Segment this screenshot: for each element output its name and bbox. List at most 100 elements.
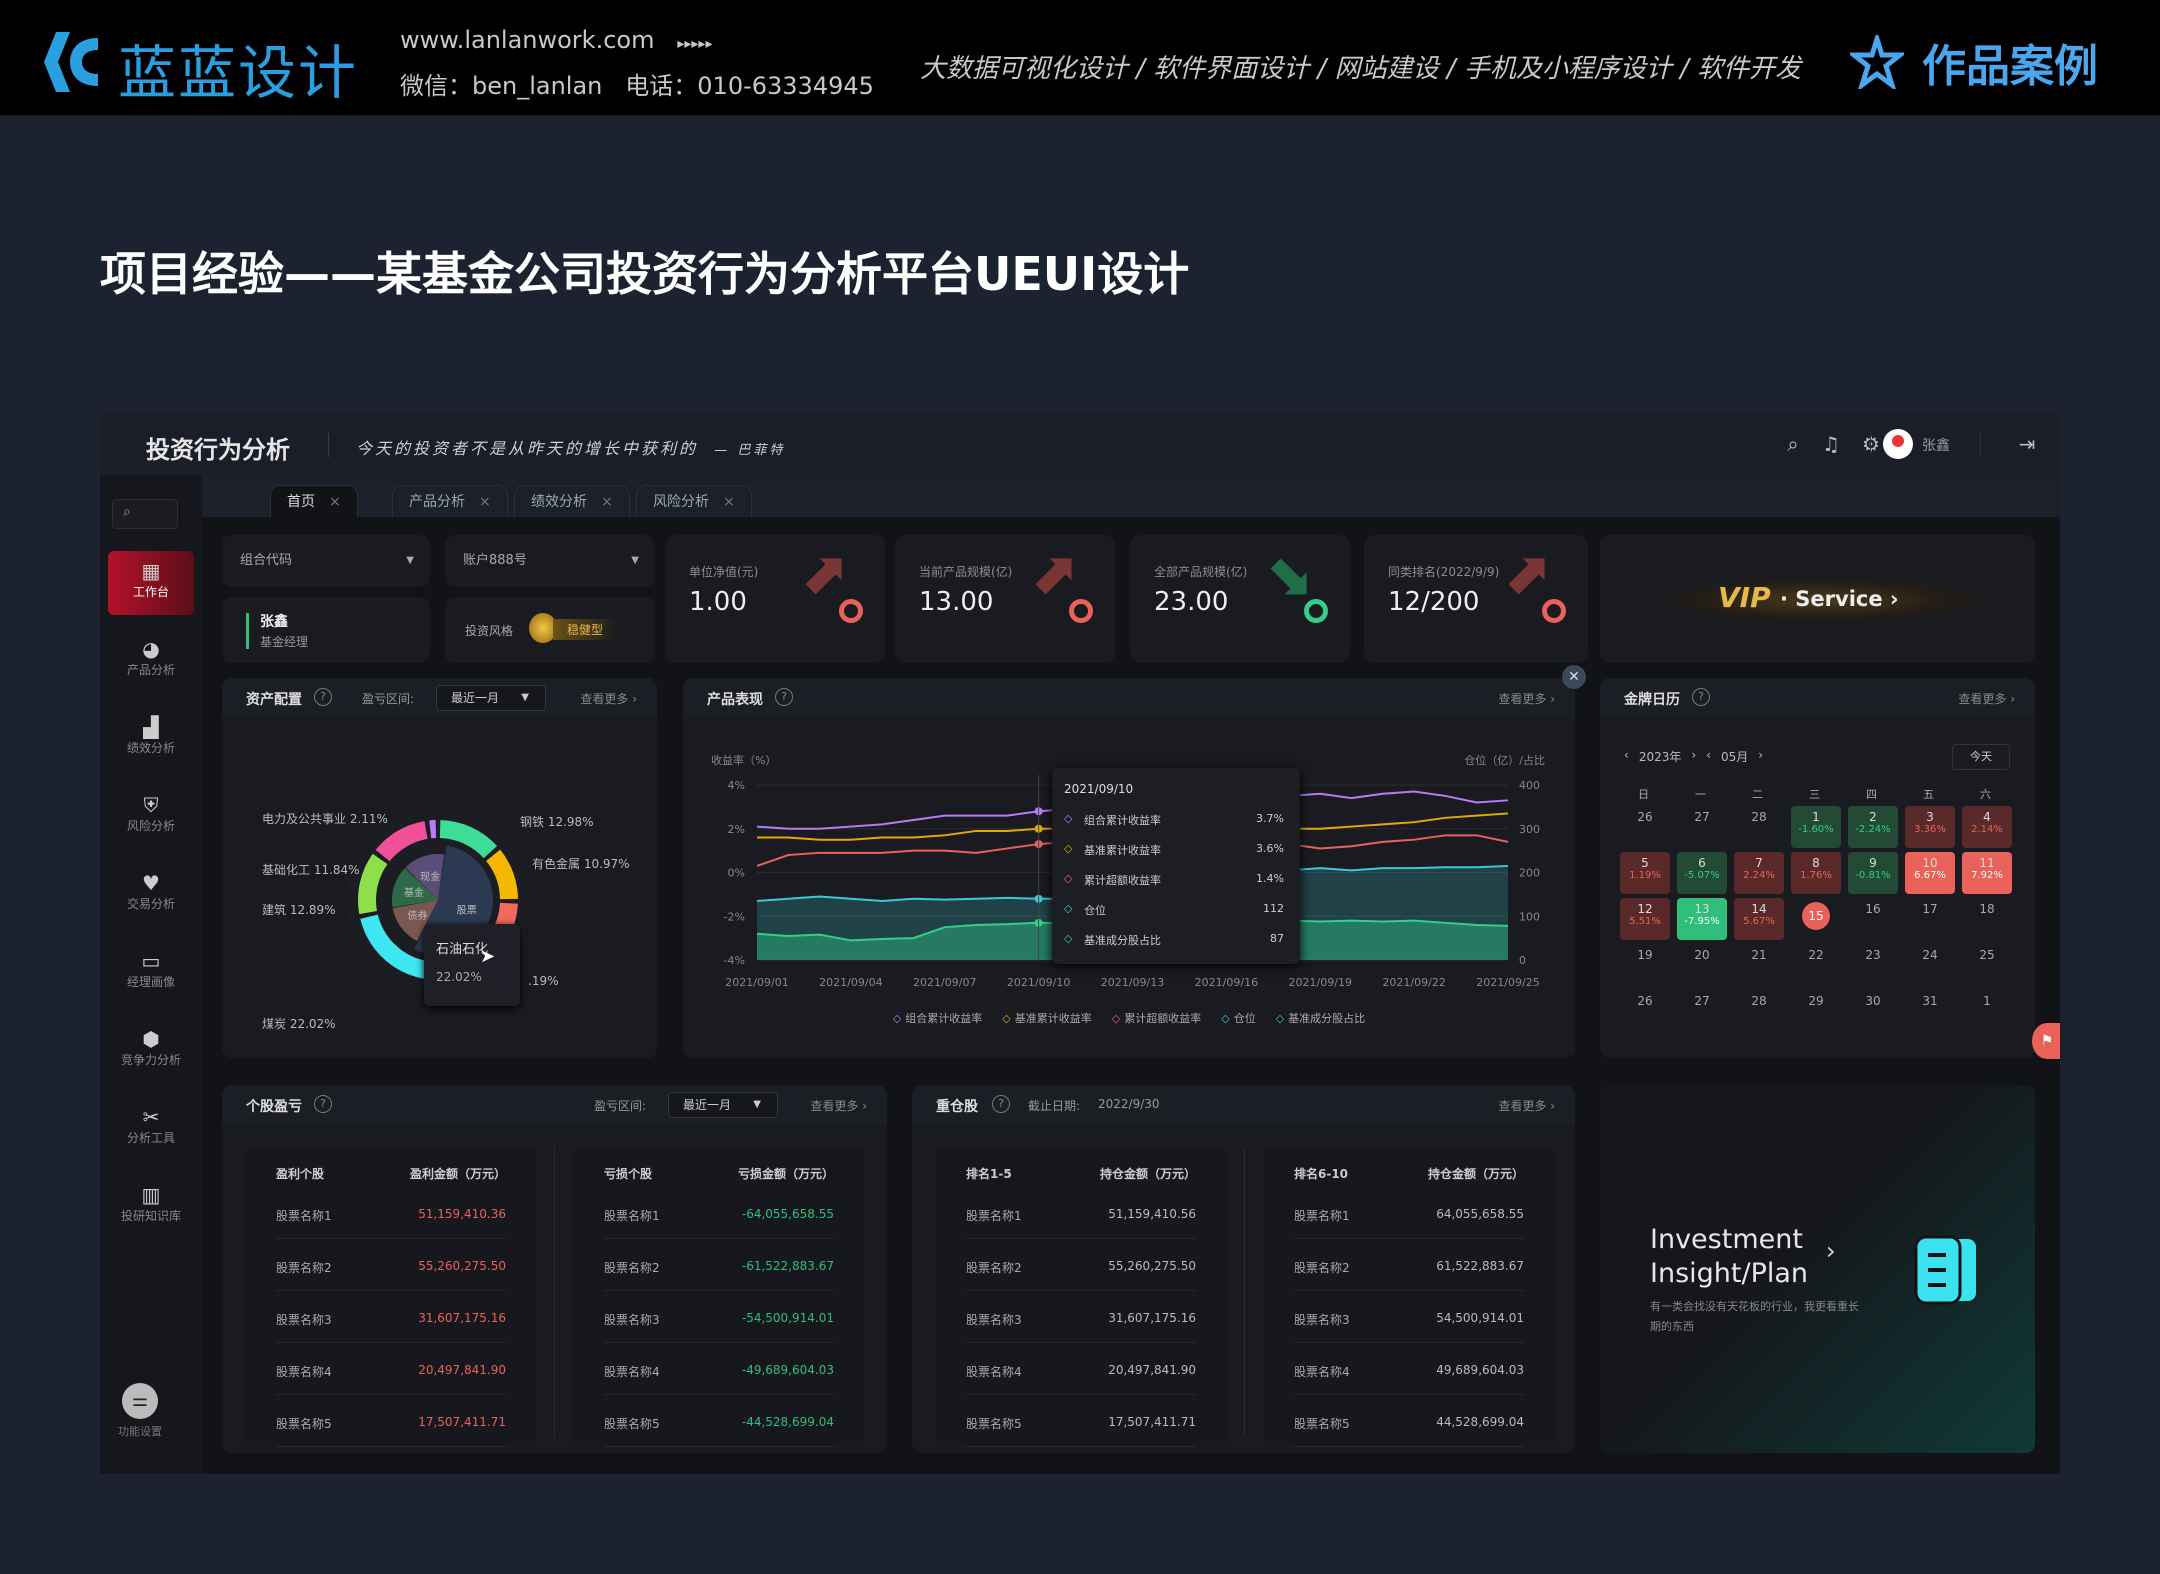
vip-card[interactable]: VIP · Service › bbox=[1600, 535, 2035, 663]
table-row[interactable]: 股票名称3 31,607,175.16 bbox=[276, 1293, 506, 1343]
view-more-link[interactable]: 查看更多 › bbox=[1958, 692, 2015, 706]
help-icon[interactable]: ? bbox=[992, 1095, 1010, 1113]
today-button[interactable]: 今天 bbox=[1952, 744, 2010, 770]
tab[interactable]: 绩效分析 × bbox=[514, 485, 630, 517]
table-row[interactable]: 股票名称5 17,507,411.71 bbox=[966, 1397, 1196, 1447]
calendar-day[interactable]: 18 bbox=[1962, 898, 2012, 940]
table-row[interactable]: 股票名称4 20,497,841.90 bbox=[276, 1345, 506, 1395]
vip-service-link[interactable]: · Service › bbox=[1780, 587, 1899, 611]
calendar-day[interactable]: 20 bbox=[1677, 944, 1727, 986]
calendar-day[interactable]: 30 bbox=[1848, 990, 1898, 1032]
next-year-icon[interactable]: › bbox=[1691, 748, 1697, 762]
calendar-day[interactable]: 4 2.14% bbox=[1962, 806, 2012, 848]
sidebar-item[interactable]: ⛨ 风险分析 bbox=[108, 785, 194, 849]
view-more-link[interactable]: 查看更多 › bbox=[810, 1099, 867, 1113]
table-row[interactable]: 股票名称3 31,607,175.16 bbox=[966, 1293, 1196, 1343]
table-row[interactable]: 股票名称4 20,497,841.90 bbox=[966, 1345, 1196, 1395]
calendar-day[interactable]: 25 bbox=[1962, 944, 2012, 986]
sidebar-item[interactable]: ⬢ 竞争力分析 bbox=[108, 1019, 194, 1083]
table-row[interactable]: 股票名称3 -54,500,914.01 bbox=[604, 1293, 834, 1343]
settings-toggle-icon[interactable]: ⚌ bbox=[122, 1383, 158, 1419]
table-row[interactable]: 股票名称1 51,159,410.36 bbox=[276, 1189, 506, 1239]
view-more-link[interactable]: 查看更多 › bbox=[1498, 1099, 1555, 1113]
help-icon[interactable]: ? bbox=[1692, 688, 1710, 706]
calendar-day[interactable]: 29 bbox=[1791, 990, 1841, 1032]
calendar-day[interactable]: 16 bbox=[1848, 898, 1898, 940]
calendar-day[interactable]: 12 5.51% bbox=[1620, 898, 1670, 940]
bell-icon[interactable]: ♫ bbox=[1822, 432, 1840, 456]
calendar-day[interactable]: 9 -0.81% bbox=[1848, 852, 1898, 894]
legend-item[interactable]: ◇ 基准累计收益率 bbox=[1002, 1012, 1091, 1025]
close-tab-icon[interactable]: × bbox=[723, 494, 735, 510]
table-row[interactable]: 股票名称5 44,528,699.04 bbox=[1294, 1397, 1524, 1447]
calendar-day[interactable]: 7 2.24% bbox=[1734, 852, 1784, 894]
chevron-right-icon[interactable]: › bbox=[1826, 1237, 1836, 1265]
legend-item[interactable]: ◇ 累计超额收益率 bbox=[1112, 1012, 1201, 1025]
sidebar-item[interactable]: ▥ 投研知识库 bbox=[108, 1175, 194, 1239]
range-dropdown[interactable]: 最近一月 ▼ bbox=[668, 1092, 778, 1118]
insight-card[interactable]: Investment Insight/Plan › 有一类会找没有天花板的行业，我… bbox=[1600, 1085, 2035, 1453]
close-tab-icon[interactable]: × bbox=[479, 494, 491, 510]
logout-icon[interactable]: ⇥ bbox=[2018, 432, 2036, 456]
help-icon[interactable]: ? bbox=[314, 688, 332, 706]
table-row[interactable]: 股票名称2 61,522,883.67 bbox=[1294, 1241, 1524, 1291]
search-icon[interactable]: ⌕ bbox=[1787, 432, 1799, 456]
calendar-day[interactable]: 1 bbox=[1962, 990, 2012, 1032]
help-icon[interactable]: ? bbox=[775, 688, 793, 706]
table-row[interactable]: 股票名称4 49,689,604.03 bbox=[1294, 1345, 1524, 1395]
account-select[interactable]: 账户888号 ▼ bbox=[445, 535, 655, 587]
calendar-day[interactable]: 27 bbox=[1677, 806, 1727, 848]
calendar-day[interactable]: 28 bbox=[1734, 806, 1784, 848]
sidebar-item[interactable]: ▭ 经理画像 bbox=[108, 941, 194, 1005]
portfolio-select[interactable]: 组合代码 ▼ bbox=[222, 535, 430, 587]
sidebar-item[interactable]: ▦ 工作台 bbox=[108, 551, 194, 615]
calendar-day[interactable]: 1 -1.60% bbox=[1791, 806, 1841, 848]
calendar-day[interactable]: 11 7.92% bbox=[1962, 852, 2012, 894]
calendar-day[interactable]: 27 bbox=[1677, 990, 1727, 1032]
calendar-day[interactable]: 15 bbox=[1791, 898, 1841, 940]
table-row[interactable]: 股票名称4 -49,689,604.03 bbox=[604, 1345, 834, 1395]
table-row[interactable]: 股票名称2 -61,522,883.67 bbox=[604, 1241, 834, 1291]
next-month-icon[interactable]: › bbox=[1758, 748, 1764, 762]
calendar-day[interactable]: 26 bbox=[1620, 990, 1670, 1032]
sidebar-item[interactable]: ▟ 绩效分析 bbox=[108, 707, 194, 771]
tab[interactable]: 首页 × bbox=[270, 485, 358, 517]
table-row[interactable]: 股票名称2 55,260,275.50 bbox=[966, 1241, 1196, 1291]
tab[interactable]: 产品分析 × bbox=[392, 485, 508, 517]
table-row[interactable]: 股票名称1 51,159,410.56 bbox=[966, 1189, 1196, 1239]
close-tab-icon[interactable]: × bbox=[601, 494, 613, 510]
prev-month-icon[interactable]: ‹ bbox=[1706, 748, 1711, 762]
calendar-day[interactable]: 10 6.67% bbox=[1905, 852, 1955, 894]
calendar-day[interactable]: 26 bbox=[1620, 806, 1670, 848]
range-dropdown[interactable]: 最近一月 ▼ bbox=[436, 685, 546, 711]
table-row[interactable]: 股票名称5 -44,528,699.04 bbox=[604, 1397, 834, 1447]
calendar-day[interactable]: 8 1.76% bbox=[1791, 852, 1841, 894]
calendar-day[interactable]: 22 bbox=[1791, 944, 1841, 986]
feedback-icon[interactable]: ⚑ bbox=[2032, 1023, 2060, 1059]
sidebar-item[interactable]: ♥ 交易分析 bbox=[108, 863, 194, 927]
sidebar-item[interactable]: ◕ 产品分析 bbox=[108, 629, 194, 693]
table-row[interactable]: 股票名称1 -64,055,658.55 bbox=[604, 1189, 834, 1239]
calendar-day[interactable]: 23 bbox=[1848, 944, 1898, 986]
table-row[interactable]: 股票名称1 64,055,658.55 bbox=[1294, 1189, 1524, 1239]
calendar-day[interactable]: 14 5.67% bbox=[1734, 898, 1784, 940]
user-name[interactable]: 张鑫 bbox=[1922, 438, 1950, 454]
legend-item[interactable]: ◇ 仓位 bbox=[1221, 1012, 1255, 1025]
sidebar-item[interactable]: ✂ 分析工具 bbox=[108, 1097, 194, 1161]
calendar-day[interactable]: 5 1.19% bbox=[1620, 852, 1670, 894]
calendar-day[interactable]: 28 bbox=[1734, 990, 1784, 1032]
legend-item[interactable]: ◇ 组合累计收益率 bbox=[893, 1012, 982, 1025]
table-row[interactable]: 股票名称2 55,260,275.50 bbox=[276, 1241, 506, 1291]
sidebar-search[interactable]: ⌕ bbox=[112, 499, 178, 529]
table-row[interactable]: 股票名称5 17,507,411.71 bbox=[276, 1397, 506, 1447]
legend-item[interactable]: ◇ 基准成分股占比 bbox=[1276, 1012, 1365, 1025]
calendar-day[interactable]: 6 -5.07% bbox=[1677, 852, 1727, 894]
calendar-day[interactable]: 3 3.36% bbox=[1905, 806, 1955, 848]
calendar-day[interactable]: 24 bbox=[1905, 944, 1955, 986]
calendar-day[interactable]: 19 bbox=[1620, 944, 1670, 986]
calendar-day[interactable]: 2 -2.24% bbox=[1848, 806, 1898, 848]
calendar-day[interactable]: 21 bbox=[1734, 944, 1784, 986]
website-link[interactable]: www.lanlanwork.com bbox=[400, 26, 655, 54]
close-tab-icon[interactable]: × bbox=[329, 494, 341, 510]
tab[interactable]: 风险分析 × bbox=[636, 485, 752, 517]
